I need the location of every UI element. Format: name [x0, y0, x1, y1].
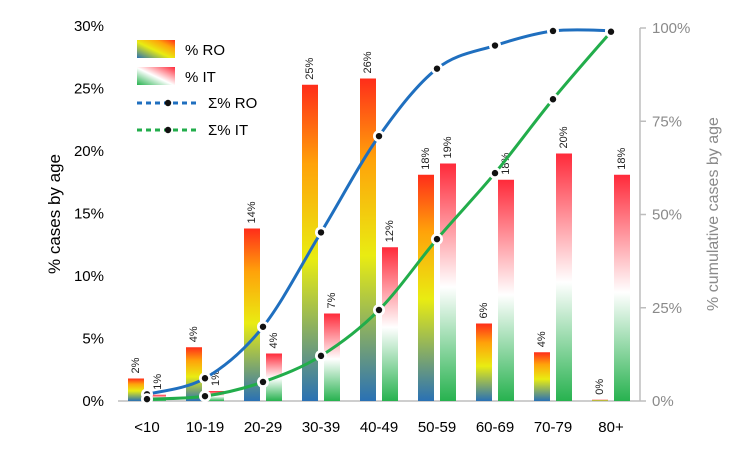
bar-it [614, 174, 630, 401]
y-tick-label: 15% [74, 206, 104, 223]
cumulative-line-it-marker [317, 352, 325, 360]
bar-ro [418, 174, 434, 401]
bar-it [208, 391, 224, 401]
bar-ro-label: 4% [536, 331, 548, 347]
bar-ro [534, 352, 550, 401]
bar-it [498, 179, 514, 401]
cumulative-line-it-marker [607, 28, 615, 35]
cumulative-line-ro-marker [433, 65, 441, 72]
bar-it [440, 163, 456, 401]
legend-swatch-it [137, 67, 175, 85]
bar-it-label: 19% [442, 136, 454, 158]
left-axis-ticks: 0% 5% 10% 15% 20% 25% 30% [74, 18, 104, 410]
cumulative-line-it-marker [491, 169, 499, 177]
category-axis-ticks: <10 10-19 20-29 30-39 40-49 50-59 60-69 70-79 80… [134, 419, 624, 436]
bar-ro [244, 228, 260, 401]
bar-it-label: 18% [616, 148, 628, 170]
bar-it [382, 247, 398, 401]
x-tick-label: 30-39 [302, 419, 340, 436]
right-axis-ticks: 0% 25% 50% 75% 100% [640, 20, 690, 410]
bar-ro-label: 26% [362, 51, 374, 73]
legend-marker-ro [164, 99, 172, 107]
y-right-tick-label: 25% [652, 300, 682, 317]
bar-it-label: 1% [152, 374, 164, 390]
cumulative-line-ro-marker [549, 27, 557, 35]
bar-ro-label: 25% [304, 58, 316, 80]
legend-label-it: % IT [185, 69, 216, 86]
cumulative-line-ro-marker [317, 229, 325, 236]
y-right-tick-label: 100% [652, 20, 690, 37]
bar-labels: 2%1%4%1%14%4%25%7%26%12%18%19%6%18%4%20%… [130, 51, 628, 394]
bar-it-label: 20% [558, 126, 570, 148]
x-tick-label: 40-49 [360, 419, 398, 436]
bar-ro-label: 4% [188, 326, 200, 342]
x-tick-label: 50-59 [418, 419, 456, 436]
cumulative-line-it-marker [259, 378, 267, 386]
cumulative-line-ro-marker [375, 132, 383, 140]
cumulative-line-it [146, 30, 613, 401]
y-tick-label: 25% [74, 81, 104, 98]
bar-ro [360, 78, 376, 401]
y-tick-label: 10% [74, 268, 104, 285]
bar-it-label: 12% [384, 220, 396, 242]
y-axis-label-right: % cumulative cases by age [705, 117, 722, 311]
legend-label-it-cum: Σ% IT [208, 122, 248, 139]
bar-ro [592, 399, 608, 401]
cumulative-line-it-marker [433, 235, 441, 243]
bar-it-label: 4% [268, 332, 280, 348]
legend-marker-it [164, 126, 172, 134]
x-tick-label: 20-29 [244, 419, 282, 436]
x-tick-label: 10-19 [186, 419, 224, 436]
legend-swatch-ro [137, 40, 175, 58]
x-tick-label: 70-79 [534, 419, 572, 436]
cumulative-line-it-marker [549, 96, 557, 103]
cumulative-line-it-marker [201, 392, 209, 400]
x-tick-label: <10 [134, 419, 159, 436]
bar-ro-label: 2% [130, 357, 142, 373]
bar-ro-label: 18% [420, 148, 432, 170]
bar-it [556, 153, 572, 401]
bar-it [324, 313, 340, 401]
y-tick-label: 30% [74, 18, 104, 35]
y-axis-label: % cases by age [45, 154, 64, 274]
x-tick-label: 60-69 [476, 419, 514, 436]
bar-ro-label: 0% [594, 379, 606, 395]
cumulative-line-it-marker [143, 395, 151, 403]
cumulative-line-ro-marker [491, 42, 499, 49]
cumulative-lines [141, 24, 617, 406]
y-right-tick-label: 50% [652, 207, 682, 224]
cumulative-line-ro-marker [259, 323, 267, 330]
bar-ro [302, 84, 318, 401]
cumulative-line-ro [146, 28, 612, 396]
bars [128, 78, 630, 401]
bar-ro [128, 378, 144, 401]
cumulative-line-it-marker [375, 306, 383, 314]
x-tick-label: 80+ [598, 419, 624, 436]
legend: % RO % IT Σ% RO Σ% IT [137, 40, 257, 139]
cumulative-line-ro-marker [201, 375, 209, 382]
bar-ro-label: 6% [478, 302, 490, 318]
y-tick-label: 0% [82, 393, 104, 410]
legend-label-ro-cum: Σ% RO [208, 95, 257, 112]
legend-label-ro: % RO [185, 42, 225, 59]
bar-it-label: 7% [326, 292, 338, 308]
bar-ro [476, 323, 492, 401]
y-right-tick-label: 75% [652, 113, 682, 130]
y-tick-label: 20% [74, 143, 104, 160]
bar-ro [186, 347, 202, 401]
bar-ro-label: 14% [246, 201, 258, 223]
y-tick-label: 5% [82, 331, 104, 348]
y-right-tick-label: 0% [652, 393, 674, 410]
